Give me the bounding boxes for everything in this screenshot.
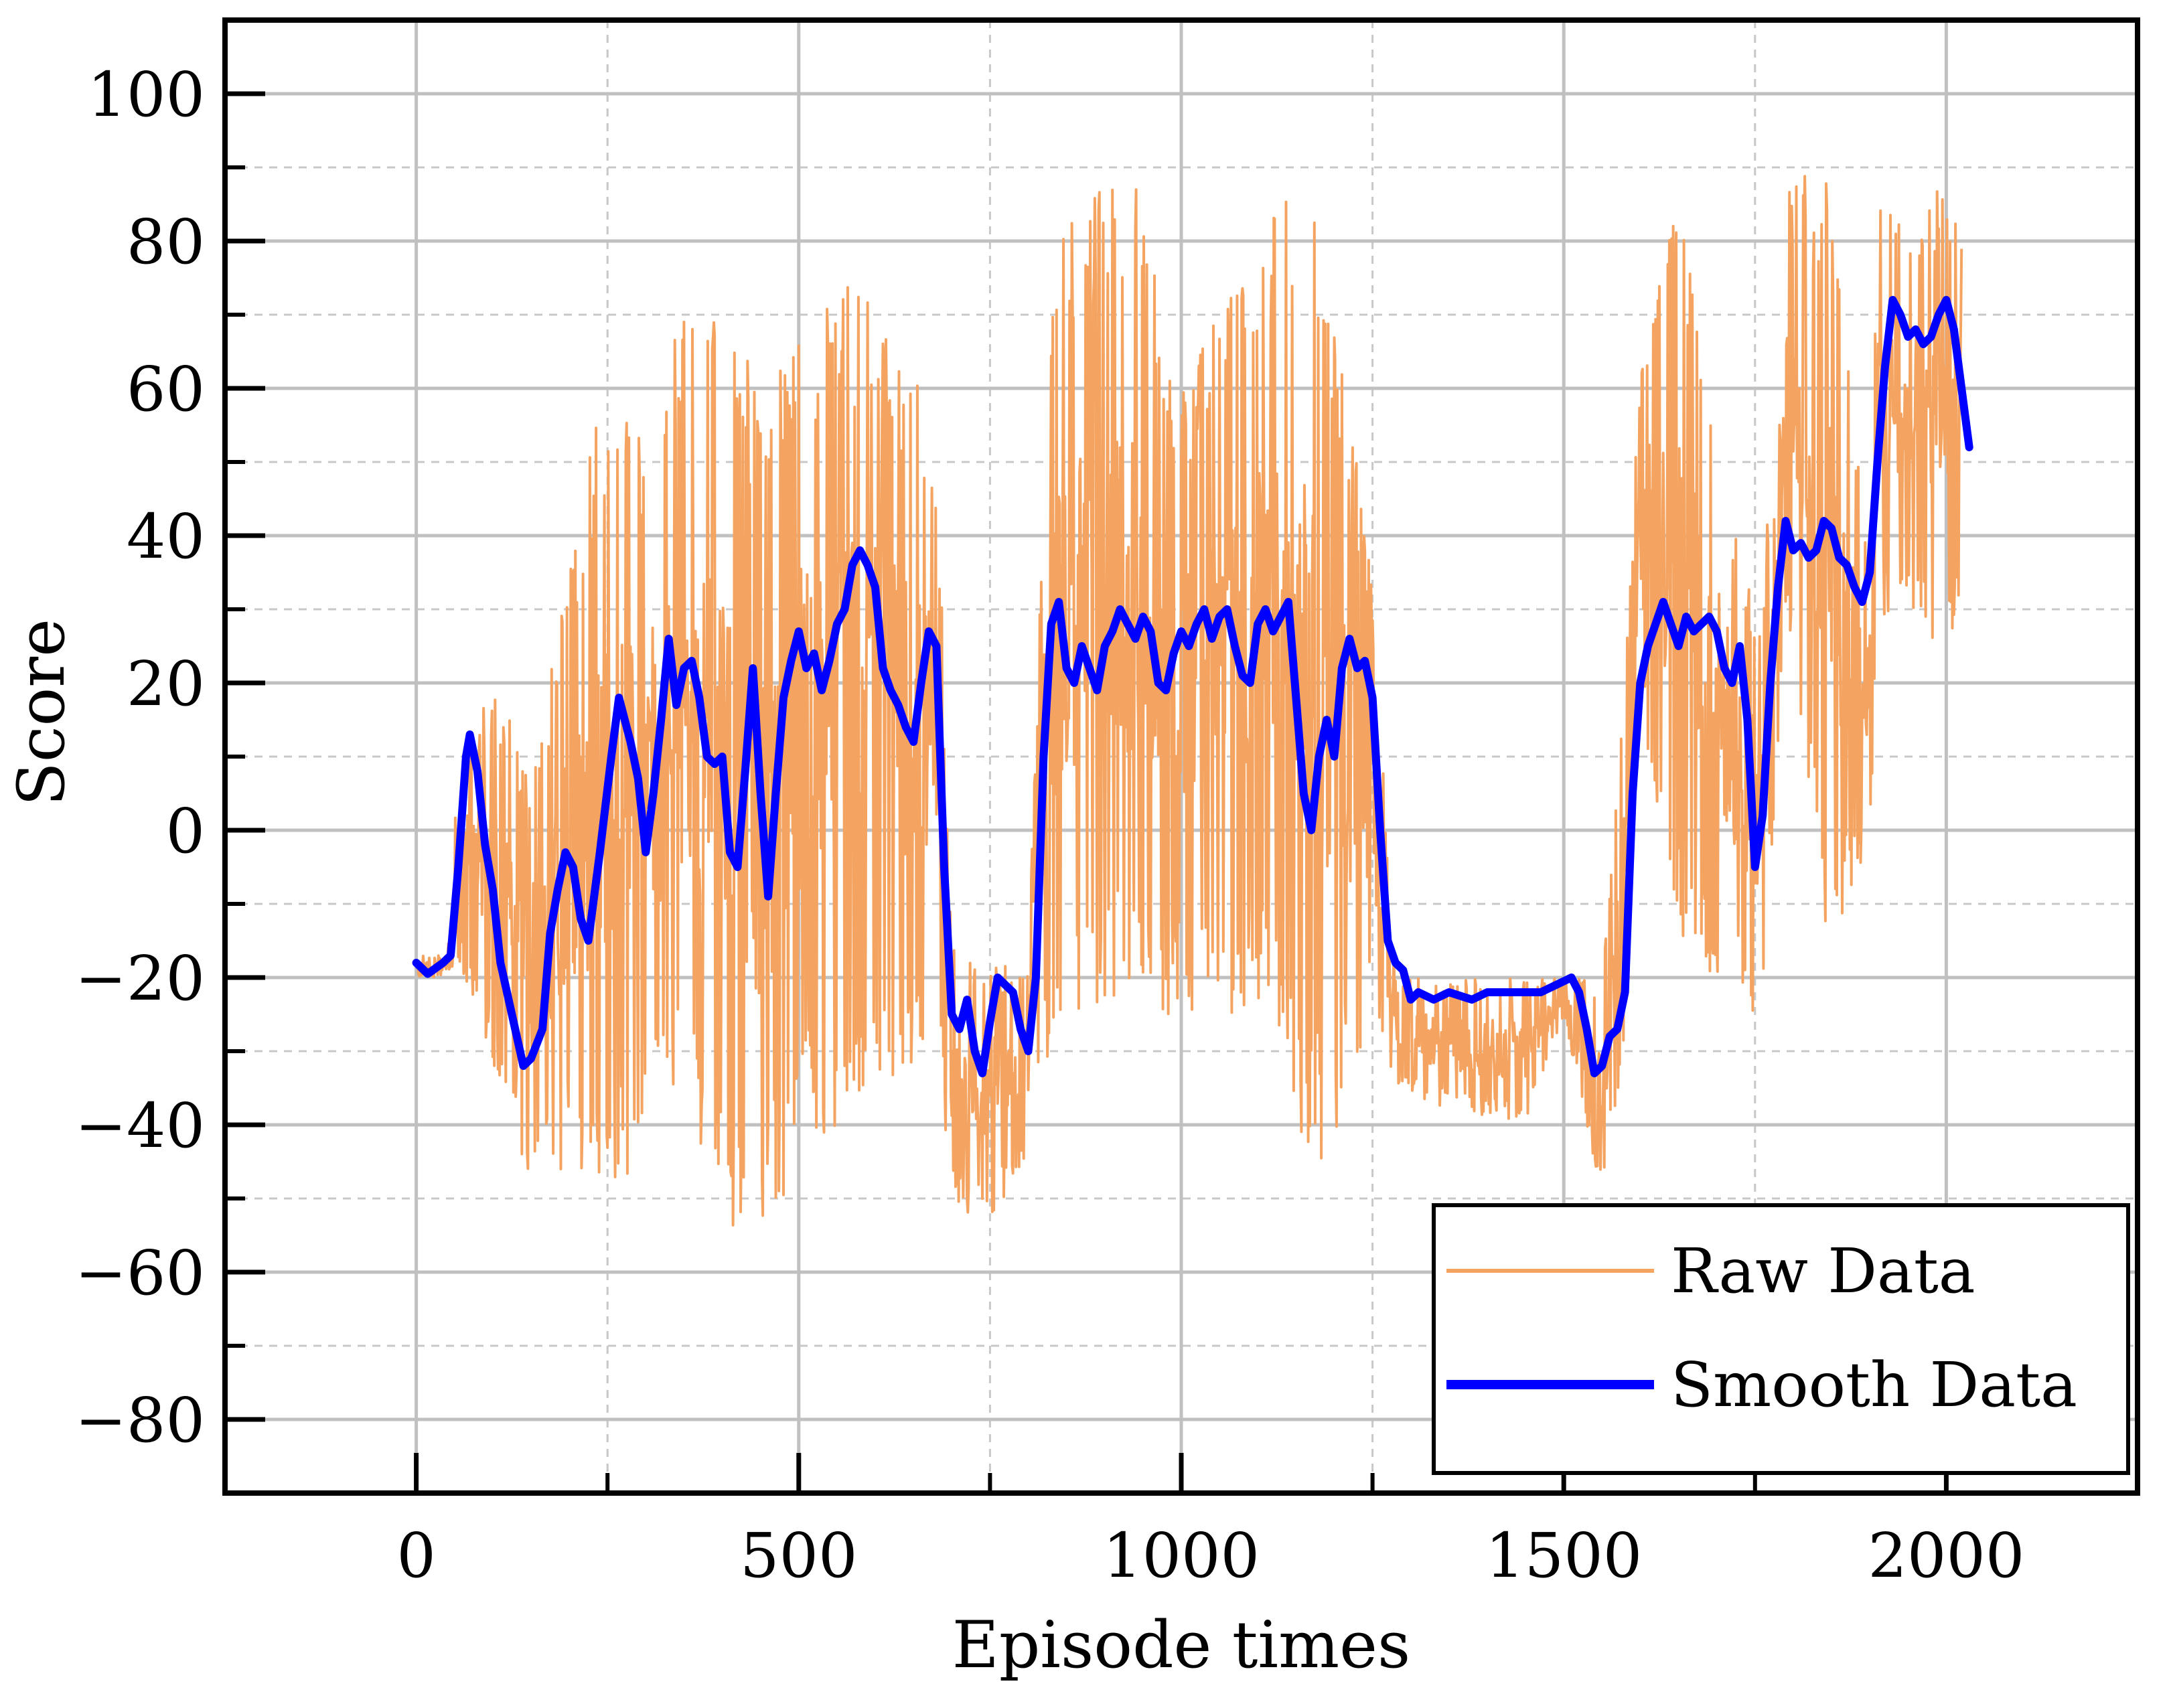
y-axis-title: Score (4, 619, 79, 806)
y-tick-label: −60 (75, 1237, 205, 1309)
plot-area (412, 175, 1973, 1227)
legend: Raw Data Smooth Data (1432, 1203, 2130, 1475)
y-tick-label: 80 (127, 206, 205, 278)
x-tick-label: 1000 (1103, 1520, 1260, 1591)
legend-box (1432, 1203, 2130, 1475)
x-tick-label: 1500 (1485, 1520, 1642, 1591)
x-tick-labels: 0 500 1000 1500 2000 (396, 1520, 2024, 1591)
raw-data-line (415, 175, 1963, 1227)
y-tick-label: 40 (127, 501, 205, 572)
smooth-data-line (412, 296, 1973, 1077)
y-tick-label: 0 (165, 795, 205, 867)
y-tick-label: 60 (127, 354, 205, 425)
y-tick-label: 20 (127, 648, 205, 720)
x-tick-label: 500 (740, 1520, 858, 1591)
y-tick-label: −40 (75, 1090, 205, 1162)
x-tick-label: 0 (396, 1520, 436, 1591)
legend-raw-label: Raw Data (1671, 1235, 1975, 1307)
smooth-data-series (412, 296, 1973, 1077)
x-tick-label: 2000 (1868, 1520, 2024, 1591)
y-tick-label: −80 (75, 1385, 205, 1456)
raw-data-series (415, 175, 1963, 1227)
y-tick-label: 100 (87, 59, 205, 131)
y-tick-labels: −80 −60 −40 −20 0 20 40 60 80 100 (75, 59, 205, 1456)
x-axis-title: Episode times (952, 1608, 1410, 1683)
y-tick-label: −20 (75, 943, 205, 1014)
legend-smooth-label: Smooth Data (1671, 1349, 2077, 1421)
plot-frame (222, 17, 2140, 1496)
